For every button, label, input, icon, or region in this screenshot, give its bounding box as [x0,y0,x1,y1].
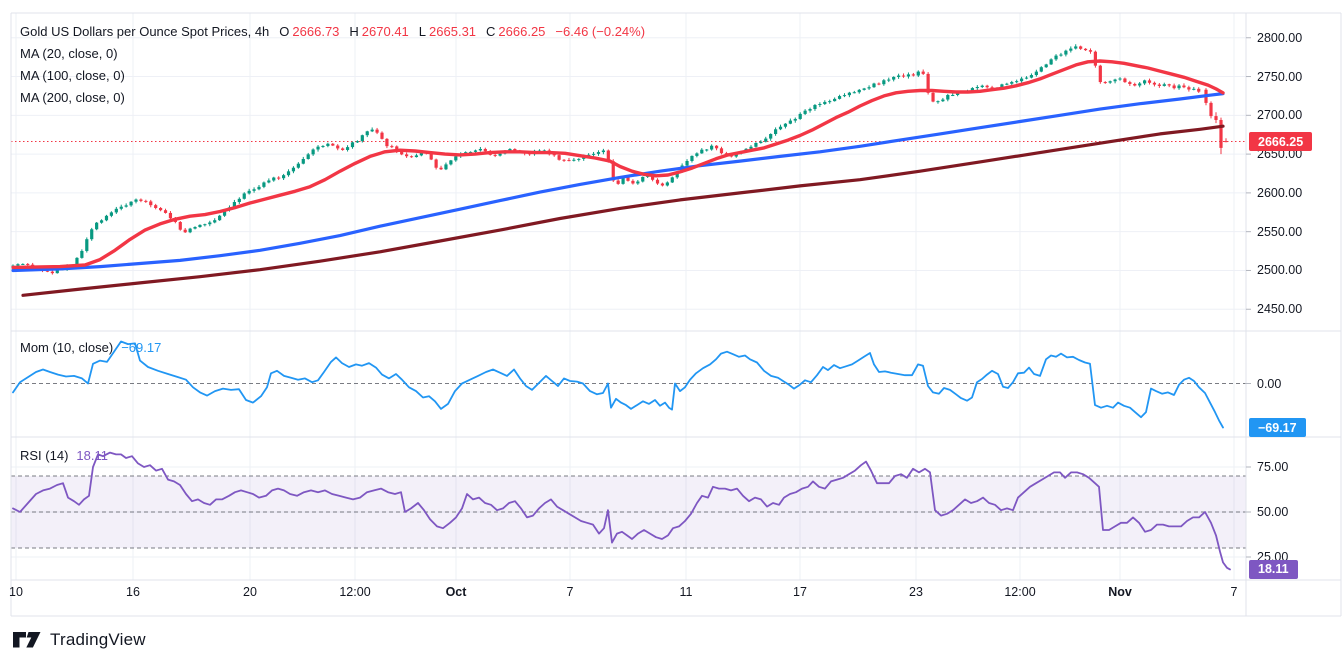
current-price-badge-text: 2666.25 [1258,134,1304,149]
tradingview-logo[interactable]: TradingView [12,630,146,650]
rsi-label: RSI (14) [20,448,69,463]
rsi-line [12,451,1231,571]
momentum-badge-text: −69.17 [1258,420,1297,435]
high-value: 2670.41 [361,23,409,39]
change-value: −6.46 (−0.24%) [555,23,646,39]
rsi-legend-row[interactable]: RSI (14) 18.11 [20,448,108,463]
tradingview-logo-text: TradingView [50,630,146,649]
price-axis-label: 0.00 [1257,376,1282,391]
rsi-value: 18.11 [76,448,108,463]
ma100-legend-row[interactable]: MA (100, close, 0) [20,64,648,86]
price-axis-label: 2800.00 [1257,30,1303,45]
symbol-title: Gold US Dollars per Ounce Spot Prices, 4… [20,23,270,39]
time-axis-label: 7 [566,585,574,599]
symbol-title-row[interactable]: Gold US Dollars per Ounce Spot Prices, 4… [20,20,648,42]
time-axis-label: 12:00 [339,585,371,599]
low-value: 2665.31 [429,23,477,39]
low-label: L [418,23,427,39]
time-axis-label: Nov [1108,585,1132,599]
price-axis-label: 2500.00 [1257,263,1303,278]
current-price-badge: 2666.25 [1249,132,1313,151]
ma20-line [11,59,1225,270]
price-axis-label: 2700.00 [1257,108,1303,123]
price-axis-label: 50.00 [1257,505,1289,519]
high-label: H [349,23,359,39]
rsi-badge: 18.11 [1249,559,1298,579]
close-label: C [486,23,496,39]
time-axis-label: 23 [909,585,923,599]
time-axis-label: 7 [1230,585,1238,599]
price-axis-label: 2750.00 [1257,69,1303,84]
momentum-label: Mom (10, close) [20,340,114,355]
price-axis-label: 75.00 [1257,460,1289,474]
time-axis-label: 12:00 [1004,585,1036,599]
tradingview-logo-icon [13,632,41,648]
close-value: 2666.25 [498,23,546,39]
time-axis-label: Oct [445,585,467,599]
time-axis-label: 17 [793,585,807,599]
momentum-value: −69.17 [121,340,162,355]
rsi-badge-text: 18.11 [1258,562,1289,577]
ma20-label: MA (20, close, 0) [20,45,118,61]
price-axis-label: 2550.00 [1257,224,1303,239]
time-axis-label: 10 [9,585,23,599]
ma200-label: MA (200, close, 0) [20,89,125,105]
price-axis-label: 2600.00 [1257,185,1303,200]
time-axis-label: 11 [679,585,693,599]
momentum-badge: −69.17 [1249,418,1306,437]
time-axis-label: 20 [243,585,257,599]
time-axis-label: 16 [126,585,140,599]
momentum-legend-row[interactable]: Mom (10, close) −69.17 [20,340,161,355]
momentum-line [12,340,1224,429]
ma20-legend-row[interactable]: MA (20, close, 0) [20,42,648,64]
ma200-legend-row[interactable]: MA (200, close, 0) [20,86,648,108]
ma100-label: MA (100, close, 0) [20,67,125,83]
open-value: 2666.73 [292,23,340,39]
main-legend: Gold US Dollars per Ounce Spot Prices, 4… [20,20,648,108]
open-label: O [279,23,290,39]
ma200-line [21,124,1225,297]
price-axis-label: 2450.00 [1257,302,1303,317]
